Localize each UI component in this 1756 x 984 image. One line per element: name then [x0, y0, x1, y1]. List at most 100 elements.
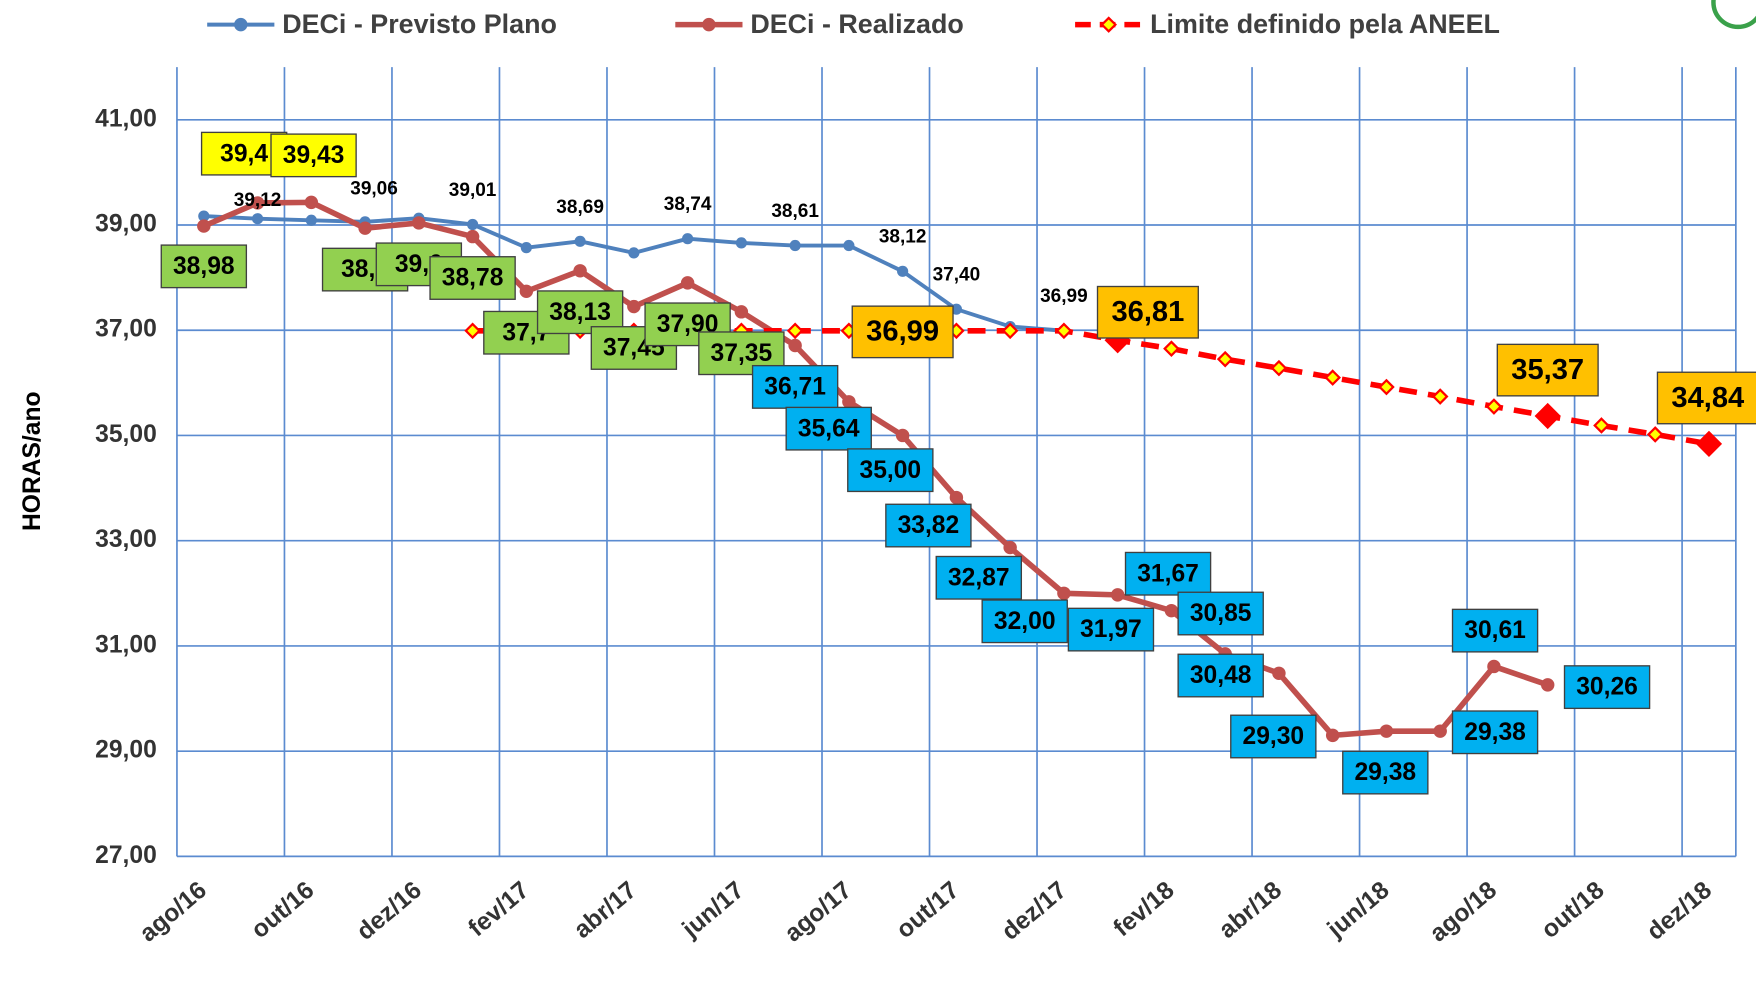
marker [1593, 417, 1610, 434]
marker [520, 242, 532, 254]
marker [358, 221, 372, 235]
labels: 39,12 39,06 39,01 38,69 38,74 38,61 38,12 37,40… [160, 131, 1756, 795]
marker [198, 210, 210, 222]
marker [466, 218, 479, 231]
data-label: 37,40 [933, 265, 981, 286]
data-label: 35,37 [1511, 354, 1584, 386]
label-box [270, 133, 357, 178]
data-label: 33,82 [898, 512, 960, 539]
data-label: 30,85 [1190, 600, 1252, 627]
marker [250, 196, 265, 210]
data-label: 38,69 [556, 197, 604, 218]
marker [628, 247, 640, 259]
data-label: 38,98 [173, 253, 235, 280]
marker [734, 305, 749, 319]
data-label: 32,87 [948, 564, 1010, 591]
y-tick-label: 27,00 [95, 842, 157, 869]
marker [1431, 388, 1449, 405]
marker [574, 235, 586, 247]
data-label: 39,4 [220, 140, 268, 167]
x-tick-label: jun/18 [1322, 877, 1395, 944]
marker [788, 338, 802, 353]
marker [1378, 378, 1395, 396]
label-box [1177, 653, 1264, 698]
marker [251, 213, 264, 225]
marker [519, 284, 534, 299]
marker [1324, 369, 1341, 386]
markers [197, 195, 1723, 743]
data-label: 36,81 [1111, 296, 1184, 328]
data-label: 38,78 [442, 265, 504, 292]
y-tick-label: 35,00 [95, 421, 157, 448]
label-box [160, 244, 248, 289]
marker [464, 322, 481, 340]
x-tick-label: out/16 [246, 877, 319, 944]
marker [1270, 359, 1288, 377]
label-box [1177, 591, 1264, 636]
label-box [751, 364, 839, 409]
y-tick-label: 29,00 [95, 737, 157, 764]
legend-marker [1100, 16, 1118, 33]
label-box [1124, 551, 1212, 596]
data-label: 39,12 [234, 190, 282, 211]
marker [1164, 603, 1179, 618]
marker [949, 490, 964, 505]
marker [735, 237, 747, 249]
marker [897, 265, 909, 277]
label-box [1656, 371, 1756, 425]
label-box [851, 305, 954, 359]
marker [197, 219, 211, 233]
marker [305, 214, 317, 226]
label-box [644, 302, 731, 347]
x-tick-label: ago/18 [1425, 877, 1502, 948]
label-box [935, 555, 1023, 600]
x-tick-label: abr/17 [569, 877, 642, 944]
label-box [1451, 608, 1539, 653]
label-box [1451, 710, 1539, 755]
data-label: 38,13 [549, 299, 611, 326]
label-box [1230, 714, 1317, 759]
label-box [1067, 607, 1155, 652]
legend-marker [234, 17, 248, 32]
x-tick-label: fev/17 [464, 877, 535, 943]
data-label: 34,84 [1671, 382, 1745, 414]
data-label: 35,64 [798, 415, 860, 442]
marker [1485, 398, 1503, 415]
data-label: 29,38 [1464, 719, 1526, 746]
marker [1487, 659, 1501, 674]
marker [304, 195, 319, 210]
marker [1216, 350, 1234, 368]
data-label: 30,61 [1464, 617, 1526, 644]
legend-label: Limite definido pela ANEEL [1150, 9, 1500, 39]
y-axis-title: HORAS/ano [19, 391, 46, 531]
marker [843, 239, 855, 252]
marker [680, 276, 695, 290]
marker [1379, 724, 1394, 738]
marker [1003, 540, 1017, 555]
marker [682, 233, 694, 245]
x-tick-label: ago/17 [780, 877, 857, 948]
x-tick-label: abr/18 [1214, 877, 1287, 944]
y-tick-label: 37,00 [95, 316, 157, 343]
data-label: 29,30 [1243, 723, 1305, 750]
data-label: 38,61 [771, 201, 819, 222]
marker [1534, 402, 1561, 430]
y-tick-label: 39,00 [95, 211, 157, 238]
marker [1057, 586, 1071, 601]
label-box [847, 448, 934, 493]
data-label: 32,00 [994, 608, 1056, 635]
data-label: 39,43 [283, 142, 345, 169]
marker [842, 395, 856, 409]
x-tick-label: dez/16 [352, 877, 427, 946]
logo-fragment [1711, 0, 1756, 30]
marker [1695, 430, 1723, 457]
data-label: 29,38 [1354, 759, 1416, 786]
label-box [981, 599, 1068, 644]
marker [1272, 666, 1286, 681]
x-tick-label: fev/18 [1109, 877, 1180, 943]
legend-label: DECi - Previsto Plano [282, 9, 557, 39]
data-label: 36,99 [866, 316, 939, 348]
x-tick-label: out/18 [1537, 877, 1610, 944]
data-label: 38,12 [879, 227, 927, 248]
marker [1163, 340, 1180, 357]
